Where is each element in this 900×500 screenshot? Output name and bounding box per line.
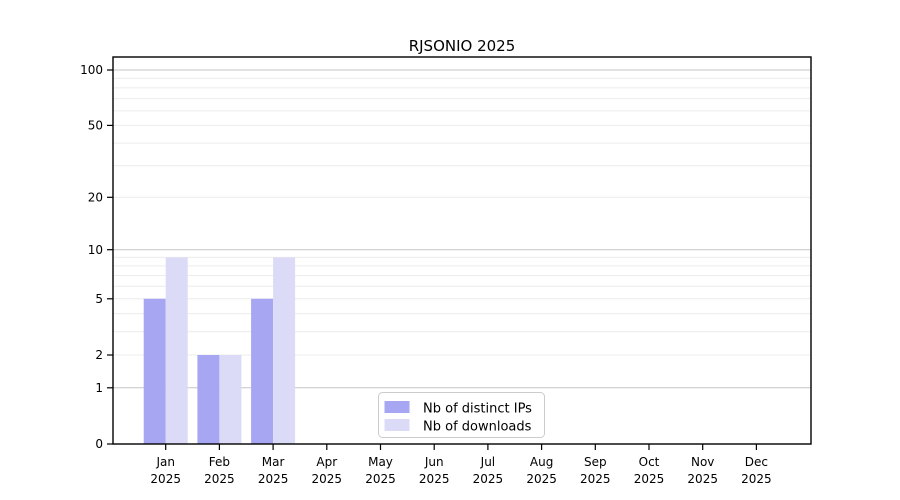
x-tick-label-feb: Feb	[209, 455, 230, 469]
x-tick-label-mar: Mar	[262, 455, 285, 469]
y-axis: 0 1 2 5 10 20 50 100	[80, 63, 113, 451]
x-tick-label-jun: Jun	[424, 455, 444, 469]
bar-jan-downloads	[165, 257, 188, 444]
bar-jan-distinct-ips	[143, 298, 166, 444]
gridlines	[113, 69, 811, 389]
y-tick-label-1: 1	[95, 381, 103, 395]
legend: Nb of distinct IPs Nb of downloads	[378, 392, 545, 438]
x-axis: Jan 2025 Feb 2025 Mar 2025 Apr 2025 May 2025 Jun 20…	[150, 444, 772, 486]
y-tick-label-50: 50	[88, 119, 103, 133]
y-tick-label-5: 5	[95, 292, 103, 306]
x-tick-year-oct: 2025	[634, 472, 665, 486]
x-tick-label-jan: Jan	[155, 455, 175, 469]
legend-label-downloads: Nb of downloads	[423, 420, 532, 435]
x-tick-year-may: 2025	[365, 472, 396, 486]
x-tick-label-apr: Apr	[316, 455, 337, 469]
x-tick-year-feb: 2025	[204, 472, 235, 486]
y-tick-label-100: 100	[80, 63, 103, 77]
x-tick-label-nov: Nov	[691, 455, 714, 469]
bar-feb-downloads	[219, 355, 242, 444]
y-tick-label-10: 10	[88, 243, 103, 257]
x-tick-year-jan: 2025	[150, 472, 181, 486]
x-tick-year-aug: 2025	[526, 472, 557, 486]
x-tick-label-oct: Oct	[639, 455, 660, 469]
x-tick-year-jul: 2025	[473, 472, 504, 486]
y-tick-label-0: 0	[95, 437, 103, 451]
bars	[143, 257, 296, 444]
y-tick-label-20: 20	[88, 191, 103, 205]
x-tick-label-may: May	[368, 455, 393, 469]
x-tick-year-nov: 2025	[687, 472, 718, 486]
x-tick-year-sep: 2025	[580, 472, 611, 486]
bar-mar-downloads	[273, 257, 296, 444]
bar-feb-distinct-ips	[197, 355, 220, 444]
legend-swatch-distinct-ips	[384, 401, 410, 413]
legend-label-distinct-ips: Nb of distinct IPs	[423, 402, 532, 417]
x-tick-year-apr: 2025	[312, 472, 343, 486]
x-tick-year-dec: 2025	[741, 472, 772, 486]
legend-swatch-downloads	[384, 419, 410, 431]
y-tick-label-2: 2	[95, 348, 103, 362]
x-tick-label-dec: Dec	[745, 455, 768, 469]
bar-mar-distinct-ips	[251, 298, 274, 444]
x-tick-year-jun: 2025	[419, 472, 450, 486]
legend-box	[378, 392, 545, 438]
x-tick-label-sep: Sep	[584, 455, 607, 469]
x-tick-label-aug: Aug	[530, 455, 553, 469]
plot-border	[112, 56, 812, 445]
x-tick-label-jul: Jul	[480, 455, 495, 469]
chart-title: RJSONIO 2025	[409, 37, 516, 55]
x-tick-year-mar: 2025	[258, 472, 289, 486]
